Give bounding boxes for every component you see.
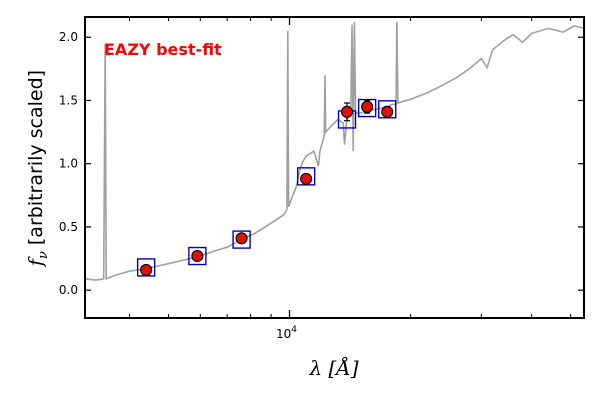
axis-ticks-layer: 0.0 0.5 1.0 1.5 2.0 104 xyxy=(59,17,584,341)
observed-photometry-layer xyxy=(140,99,394,276)
observed-flux-point xyxy=(300,172,313,185)
model-flux-square xyxy=(232,230,251,249)
y-tick-label: 2.0 xyxy=(59,30,78,44)
plot-background xyxy=(85,17,584,318)
y-tick-label: 0.5 xyxy=(59,220,78,234)
annotation-eazy-best-fit: EAZY best-fit xyxy=(104,40,222,59)
y-tick-label: 1.0 xyxy=(59,157,78,171)
x-axis-label: λ [Å] xyxy=(308,355,358,380)
y-axis-label-subscript: ν xyxy=(36,251,51,259)
model-flux-square xyxy=(357,98,377,118)
observed-flux-point xyxy=(361,100,374,113)
y-tick-label: 0.0 xyxy=(59,283,78,297)
y-tick-label: 1.5 xyxy=(59,93,78,107)
observed-flux-point xyxy=(381,105,394,118)
y-axis-label: fν [arbitrarily scaled] xyxy=(25,70,51,268)
observed-flux-point xyxy=(340,105,354,118)
observed-flux-point xyxy=(191,249,204,263)
model-flux-square xyxy=(188,246,207,266)
sed-curve-layer xyxy=(84,22,585,281)
plot-frame xyxy=(84,16,585,319)
sed-curve xyxy=(84,22,585,281)
y-axis-label-symbol: f xyxy=(25,256,47,268)
observed-flux-point xyxy=(235,232,248,245)
y-axis-label-text: [arbitrarily scaled] xyxy=(25,70,47,251)
x-tick-label: 104 xyxy=(276,325,297,341)
observed-flux-point xyxy=(140,263,153,276)
